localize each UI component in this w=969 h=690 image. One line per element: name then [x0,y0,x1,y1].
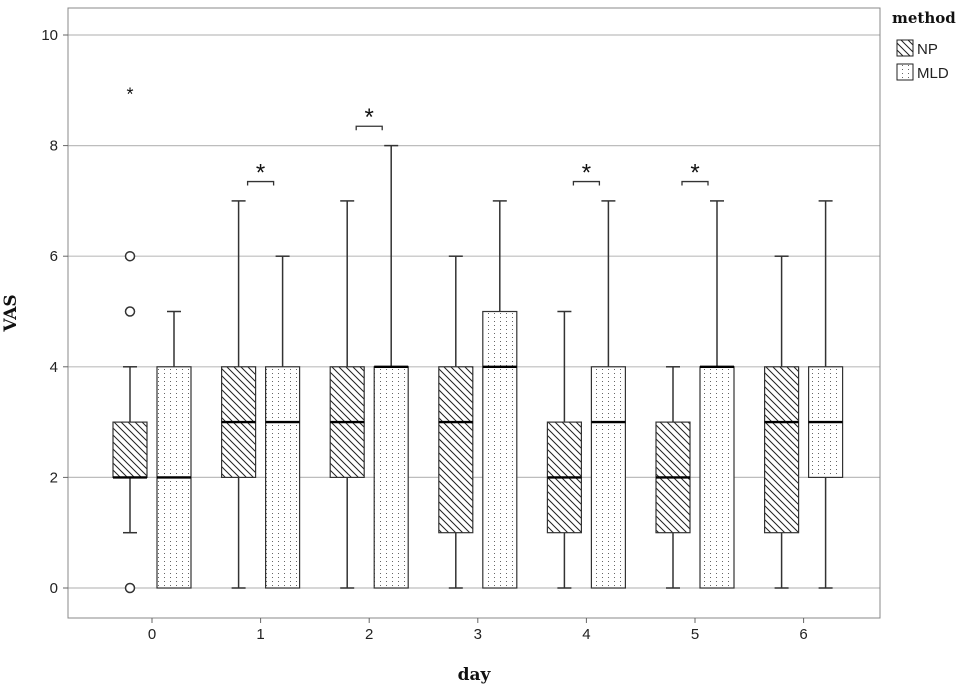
box-mld-day-0 [156,310,192,589]
box-mld-day-1 [265,255,301,589]
x-tick-label-3: 3 [474,626,482,643]
box-mld-day-2 [373,144,409,589]
box-np-day-0: * [112,84,148,594]
box-np-day-5 [655,366,691,589]
significance-day-5: * [681,160,709,187]
legend-swatch-mld [896,63,914,81]
extreme-np-day-0-9: * [126,84,133,104]
boxes: * [112,84,844,594]
x-tick-label-2: 2 [365,626,373,643]
significance-bracket-day-1 [246,180,275,186]
iqr-box-np-day-0 [112,421,148,479]
significance-day-1: * [246,160,275,187]
y-tick-label-0: 0 [50,580,58,597]
iqr-box-mld-day-4 [590,366,627,589]
x-tick-label-6: 6 [799,626,807,643]
outlier-np-day-0-5 [124,306,136,317]
y-tick-label-2: 2 [50,469,58,486]
x-axis-title: day [458,665,492,685]
x-axis-ticks: 0 1 2 3 4 5 6 [148,618,808,643]
significance-bracket-day-5 [681,180,709,186]
y-axis-title: VAS [1,294,21,332]
iqr-box-mld-day-1 [265,366,301,589]
y-axis-ticks: 0 2 4 6 8 10 [41,27,68,597]
iqr-box-np-day-3 [438,366,474,534]
box-np-day-2 [329,200,365,589]
significance-label-day-4: * [582,160,591,187]
outlier-np-day-0-0 [124,582,136,594]
x-tick-label-5: 5 [691,626,699,643]
significance-bracket-day-2 [355,125,383,131]
box-np-day-3 [438,255,474,589]
iqr-box-mld-day-3 [482,310,518,589]
box-mld-day-5 [699,200,735,589]
box-np-day-6 [763,255,800,589]
significance-label-day-2: * [365,104,374,131]
significance-bracket-day-4 [572,180,601,186]
significance-markers: * * * * [246,104,709,187]
legend-swatch-np [896,39,914,57]
outlier-np-day-0-6 [124,250,136,262]
x-tick-label-0: 0 [148,626,156,643]
legend-title: method [892,9,956,27]
x-tick-label-4: 4 [582,626,590,643]
box-mld-day-3 [482,200,518,589]
y-tick-label-8: 8 [50,138,58,155]
y-tick-label-4: 4 [50,359,58,376]
gridlines [68,34,880,589]
iqr-box-np-day-6 [763,366,800,534]
box-np-day-1 [221,200,257,589]
significance-day-4: * [572,160,601,187]
iqr-box-mld-day-2 [373,366,409,589]
box-mld-day-4 [590,200,627,589]
significance-label-day-1: * [256,160,265,187]
significance-label-day-5: * [690,160,699,187]
legend: method NP MLD [892,9,956,82]
box-mld-day-6 [807,200,844,589]
legend-label-mld: MLD [917,65,949,82]
iqr-box-mld-day-5 [699,366,735,589]
significance-day-2: * [355,104,383,131]
y-tick-label-6: 6 [50,248,58,265]
x-tick-label-1: 1 [256,626,264,643]
legend-label-np: NP [917,41,938,58]
y-tick-label-10: 10 [41,27,58,44]
box-np-day-4 [546,310,583,589]
plot-frame [67,7,881,619]
